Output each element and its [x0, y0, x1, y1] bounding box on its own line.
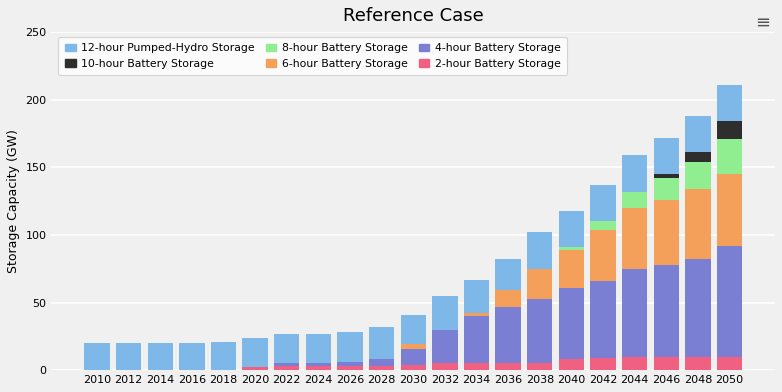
Bar — [274, 363, 300, 366]
Bar — [400, 348, 426, 365]
Bar — [717, 246, 742, 357]
Bar — [685, 116, 711, 152]
Bar — [685, 357, 711, 370]
Bar — [496, 290, 521, 307]
Bar — [432, 330, 457, 363]
Bar — [337, 366, 363, 370]
Title: Reference Case: Reference Case — [343, 7, 483, 25]
Bar — [685, 162, 711, 189]
Bar — [400, 365, 426, 370]
Bar — [717, 174, 742, 246]
Bar — [622, 357, 647, 370]
Bar — [527, 363, 552, 370]
Bar — [337, 362, 363, 366]
Bar — [654, 174, 679, 178]
Bar — [527, 269, 552, 299]
Bar — [464, 363, 490, 370]
Bar — [559, 359, 584, 370]
Bar — [496, 363, 521, 370]
Bar — [242, 367, 267, 370]
Bar — [685, 152, 711, 162]
Bar — [306, 366, 331, 370]
Bar — [559, 250, 584, 288]
Bar — [654, 178, 679, 200]
Bar — [685, 259, 711, 357]
Bar — [274, 334, 300, 363]
Bar — [400, 315, 426, 345]
Bar — [496, 259, 521, 290]
Bar — [432, 363, 457, 370]
Bar — [717, 85, 742, 122]
Bar — [211, 342, 236, 370]
Bar — [559, 211, 584, 247]
Bar — [654, 200, 679, 265]
Bar — [242, 338, 267, 367]
Bar — [717, 357, 742, 370]
Bar — [654, 138, 679, 174]
Bar — [590, 221, 615, 230]
Bar — [84, 343, 109, 370]
Bar — [369, 359, 394, 366]
Bar — [527, 299, 552, 363]
Bar — [559, 288, 584, 359]
Bar — [464, 316, 490, 363]
Bar — [369, 327, 394, 359]
Bar — [400, 345, 426, 348]
Bar — [590, 185, 615, 221]
Bar — [685, 189, 711, 259]
Bar — [590, 358, 615, 370]
Bar — [306, 334, 331, 363]
Bar — [116, 343, 142, 370]
Bar — [306, 363, 331, 366]
Bar — [717, 139, 742, 174]
Text: ≡: ≡ — [755, 14, 770, 32]
Bar — [274, 366, 300, 370]
Bar — [654, 357, 679, 370]
Bar — [369, 366, 394, 370]
Bar — [432, 296, 457, 330]
Bar — [717, 122, 742, 139]
Y-axis label: Storage Capacity (GW): Storage Capacity (GW) — [7, 129, 20, 273]
Bar — [622, 155, 647, 192]
Bar — [559, 247, 584, 250]
Bar — [527, 232, 552, 269]
Bar — [464, 313, 490, 316]
Legend: 12-hour Pumped-Hydro Storage, 10-hour Battery Storage, 8-hour Battery Storage, 6: 12-hour Pumped-Hydro Storage, 10-hour Ba… — [59, 37, 567, 75]
Bar — [654, 265, 679, 357]
Bar — [590, 281, 615, 358]
Bar — [179, 343, 205, 370]
Bar — [622, 192, 647, 208]
Bar — [622, 208, 647, 269]
Bar — [622, 269, 647, 357]
Bar — [496, 307, 521, 363]
Bar — [464, 279, 490, 313]
Bar — [148, 343, 173, 370]
Bar — [590, 230, 615, 281]
Bar — [337, 332, 363, 362]
